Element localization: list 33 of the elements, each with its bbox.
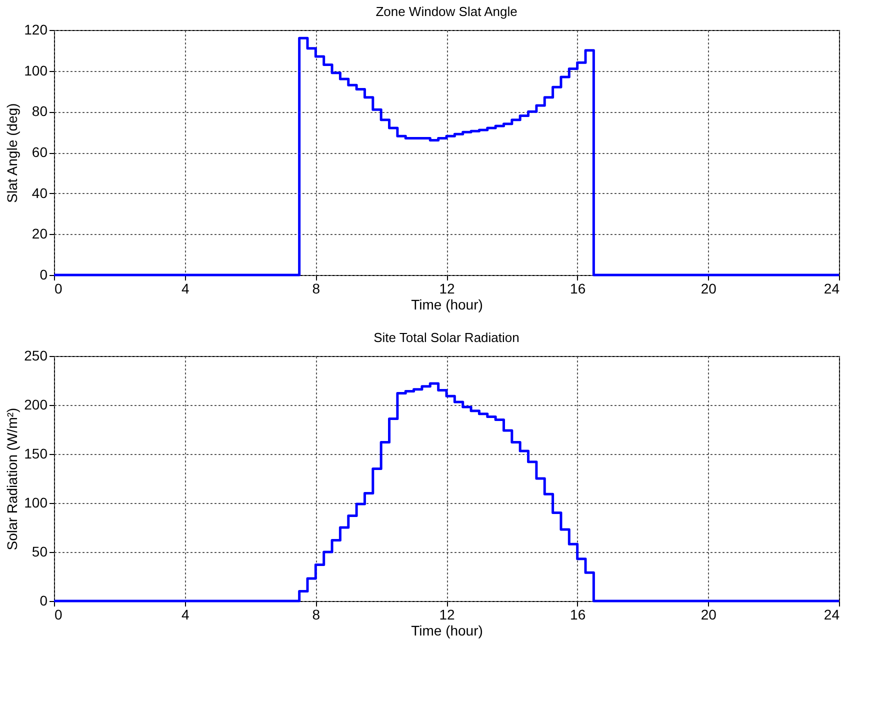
x-tick-label: 16 bbox=[570, 606, 586, 622]
x-axis-title: Time (hour) bbox=[411, 296, 483, 312]
y-tick-label: 200 bbox=[24, 396, 48, 412]
x-tick-label: 8 bbox=[312, 280, 320, 296]
x-tick-label: 8 bbox=[312, 606, 320, 622]
x-tick-label: 12 bbox=[439, 280, 455, 296]
y-tick-label: 250 bbox=[24, 348, 48, 364]
y-tick-label: 40 bbox=[32, 184, 48, 201]
x-tick-label: 20 bbox=[700, 606, 717, 622]
y-axis-title: Solar Radiation (W/m²) bbox=[4, 408, 20, 550]
y-tick-label: 100 bbox=[24, 494, 48, 510]
y-tick-label: 0 bbox=[40, 266, 48, 282]
x-tick-label: 4 bbox=[181, 280, 190, 296]
y-tick-label: 50 bbox=[32, 544, 48, 560]
chart-title: Site Total Solar Radiation bbox=[374, 330, 520, 345]
x-tick-label: 24 bbox=[824, 280, 840, 296]
x-axis-title: Time (hour) bbox=[411, 622, 483, 638]
y-axis-title: Slat Angle (deg) bbox=[4, 103, 20, 203]
x-tick-label: 16 bbox=[570, 280, 586, 296]
y-tick-label: 0 bbox=[40, 592, 48, 608]
x-tick-label: 24 bbox=[824, 606, 840, 622]
x-tick-label: 4 bbox=[181, 606, 190, 622]
x-tick-label: 0 bbox=[54, 606, 62, 622]
x-tick-label: 12 bbox=[439, 606, 455, 622]
y-tick-label: 100 bbox=[24, 62, 48, 78]
chart-title: Zone Window Slat Angle bbox=[376, 4, 518, 19]
x-tick-label: 0 bbox=[54, 280, 62, 296]
y-tick-label: 60 bbox=[32, 144, 48, 160]
x-tick-label: 20 bbox=[700, 280, 717, 296]
y-tick-label: 120 bbox=[24, 22, 48, 38]
y-tick-label: 20 bbox=[32, 226, 48, 242]
y-tick-label: 80 bbox=[32, 103, 48, 120]
y-tick-label: 150 bbox=[24, 446, 48, 462]
